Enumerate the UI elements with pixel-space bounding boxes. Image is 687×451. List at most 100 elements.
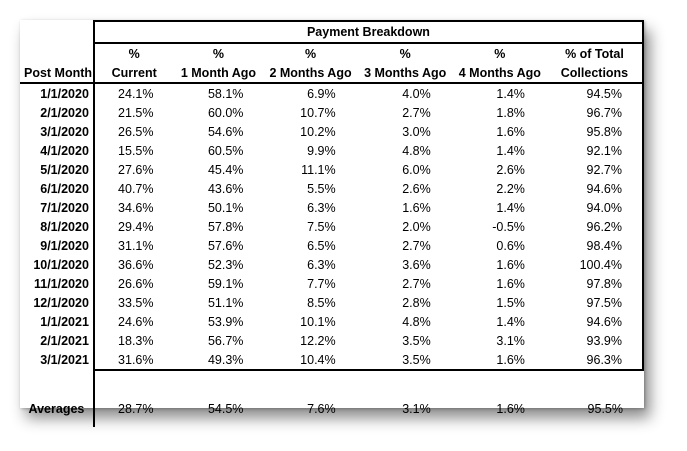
col-header-5: % bbox=[452, 42, 547, 63]
col-header-1: % bbox=[92, 42, 174, 63]
percent-cell: 50.1% bbox=[207, 200, 244, 215]
percent-cell: 3.6% bbox=[402, 257, 431, 272]
percent-cell: 4.8% bbox=[402, 143, 431, 158]
percent-cell: 2.0% bbox=[402, 219, 431, 234]
col-header-1-month: 1 Month Ago bbox=[173, 63, 264, 84]
percent-cell: 60.5% bbox=[207, 143, 244, 158]
percent-cell: 1.6% bbox=[452, 350, 547, 371]
percent-cell: 9.9% bbox=[307, 143, 336, 158]
percent-cell: 94.6% bbox=[546, 312, 645, 331]
percent-cell: -0.5% bbox=[492, 219, 525, 234]
percent-cell: 96.7% bbox=[546, 103, 645, 122]
percent-cell: 51.1% bbox=[207, 295, 244, 310]
percent-cell: 8.5% bbox=[307, 295, 336, 310]
percent-cell: 1.4% bbox=[496, 314, 525, 329]
bottom-padding-row bbox=[20, 419, 643, 427]
percent-cell: 95.8% bbox=[546, 122, 645, 141]
percent-cell: 0.6% bbox=[496, 238, 525, 253]
percent-cell: 2.2% bbox=[496, 181, 525, 196]
percent-cell: 56.7% bbox=[207, 333, 244, 348]
percent-cell: 5.5% bbox=[307, 181, 336, 196]
post-month-cell: 9/1/2020 bbox=[20, 236, 95, 255]
table-row: 1/1/2020 24.1% 58.1% 6.9% 4.0% 1.4% 94.5% bbox=[20, 83, 645, 103]
average-cell: 3.1% bbox=[402, 402, 431, 416]
percent-cell: 45.4% bbox=[207, 162, 244, 177]
average-cell: 1.6% bbox=[496, 402, 525, 416]
percent-cell: 7.7% bbox=[307, 276, 336, 291]
percent-cell: 3.1% bbox=[496, 333, 525, 348]
col-header-current: Current bbox=[92, 63, 174, 84]
percent-cell: 6.3% bbox=[307, 200, 336, 215]
post-month-cell: 6/1/2020 bbox=[20, 179, 95, 198]
percent-cell: 1.4% bbox=[496, 200, 525, 215]
percent-cell: 92.1% bbox=[546, 141, 645, 160]
averages-row: Averages 28.7% 54.5% 7.6% 3.1% 1.6% 95.5% bbox=[20, 399, 643, 419]
percent-cell: 1.4% bbox=[496, 86, 525, 101]
post-month-cell: 5/1/2020 bbox=[20, 160, 95, 179]
percent-cell: 1.6% bbox=[496, 276, 525, 291]
percent-cell: 4.0% bbox=[402, 86, 431, 101]
percent-cell: 57.6% bbox=[207, 238, 244, 253]
group-header: Payment Breakdown bbox=[92, 20, 645, 43]
percent-cell: 10.7% bbox=[300, 105, 336, 120]
percent-cell: 94.5% bbox=[546, 83, 645, 103]
percent-cell: 1.6% bbox=[496, 257, 525, 272]
table-row: 11/1/2020 26.6% 59.1% 7.7% 2.7% 1.6% 97.8% bbox=[20, 274, 645, 293]
average-cell: 95.5% bbox=[587, 402, 623, 416]
post-month-cell: 1/1/2020 bbox=[20, 83, 95, 103]
table-row: 12/1/2020 33.5% 51.1% 8.5% 2.8% 1.5% 97.5% bbox=[20, 293, 645, 312]
percent-cell: 1.8% bbox=[496, 105, 525, 120]
table-row: 10/1/2020 36.6% 52.3% 6.3% 3.6% 1.6% 100.4% bbox=[20, 255, 645, 274]
table-row: 4/1/2020 15.5% 60.5% 9.9% 4.8% 1.4% 92.1% bbox=[20, 141, 645, 160]
table-row: 2/1/2020 21.5% 60.0% 10.7% 2.7% 1.8% 96.7% bbox=[20, 103, 645, 122]
table-row: 3/1/2020 26.5% 54.6% 10.2% 3.0% 1.6% 95.8% bbox=[20, 122, 645, 141]
percent-cell: 53.9% bbox=[207, 314, 244, 329]
percent-cell: 12.2% bbox=[300, 333, 336, 348]
spreadsheet-image: Payment Breakdown % % % % % % of Total P… bbox=[20, 20, 645, 427]
percent-cell: 27.6% bbox=[92, 160, 174, 179]
percent-cell: 94.0% bbox=[546, 198, 645, 217]
percent-cell: 98.4% bbox=[546, 236, 645, 255]
percent-cell: 29.4% bbox=[92, 217, 174, 236]
averages-label: Averages bbox=[20, 399, 95, 419]
percent-cell: 2.7% bbox=[402, 105, 431, 120]
percent-cell: 58.1% bbox=[207, 86, 244, 101]
percent-cell: 21.5% bbox=[92, 103, 174, 122]
percent-cell: 1.6% bbox=[402, 200, 431, 215]
percent-cell: 24.1% bbox=[92, 83, 174, 103]
percent-cell: 59.1% bbox=[207, 276, 244, 291]
table-row: 5/1/2020 27.6% 45.4% 11.1% 6.0% 2.6% 92.7% bbox=[20, 160, 645, 179]
average-cell: 28.7% bbox=[118, 402, 154, 416]
percent-cell: 24.6% bbox=[92, 312, 174, 331]
table-row: 2/1/2021 18.3% 56.7% 12.2% 3.5% 3.1% 93.9% bbox=[20, 331, 645, 350]
post-month-cell: 8/1/2020 bbox=[20, 217, 95, 236]
percent-cell: 26.6% bbox=[92, 274, 174, 293]
post-month-cell: 3/1/2021 bbox=[20, 350, 95, 370]
col-header-total: Collections bbox=[546, 63, 645, 84]
payment-breakdown-table: Payment Breakdown % % % % % % of Total P… bbox=[20, 20, 645, 427]
percent-cell: 6.5% bbox=[307, 238, 336, 253]
percent-cell: 92.7% bbox=[546, 160, 645, 179]
percent-cell: 4.8% bbox=[402, 314, 431, 329]
percent-cell: 11.1% bbox=[301, 162, 336, 177]
percent-cell: 7.5% bbox=[307, 219, 336, 234]
table-row: 6/1/2020 40.7% 43.6% 5.5% 2.6% 2.2% 94.6% bbox=[20, 179, 645, 198]
percent-cell: 43.6% bbox=[207, 181, 244, 196]
percent-cell: 33.5% bbox=[92, 293, 174, 312]
percent-cell: 26.5% bbox=[92, 122, 174, 141]
percent-cell: 49.3% bbox=[173, 350, 264, 371]
group-header-row: Payment Breakdown bbox=[20, 20, 645, 43]
col-header-6: % of Total bbox=[546, 42, 645, 63]
percent-cell: 52.3% bbox=[207, 257, 244, 272]
column-header-row-1: % % % % % % of Total bbox=[20, 42, 645, 63]
col-header-3-months: 3 Months Ago bbox=[357, 63, 453, 84]
average-cell: 54.5% bbox=[207, 402, 244, 416]
table-row: 7/1/2020 34.6% 50.1% 6.3% 1.6% 1.4% 94.0% bbox=[20, 198, 645, 217]
table-row: 1/1/2021 24.6% 53.9% 10.1% 4.8% 1.4% 94.6% bbox=[20, 312, 645, 331]
percent-cell: 100.4% bbox=[546, 255, 645, 274]
percent-cell: 2.6% bbox=[402, 181, 431, 196]
percent-cell: 40.7% bbox=[92, 179, 174, 198]
percent-cell: 94.6% bbox=[546, 179, 645, 198]
percent-cell: 6.9% bbox=[307, 86, 336, 101]
percent-cell: 54.6% bbox=[207, 124, 244, 139]
